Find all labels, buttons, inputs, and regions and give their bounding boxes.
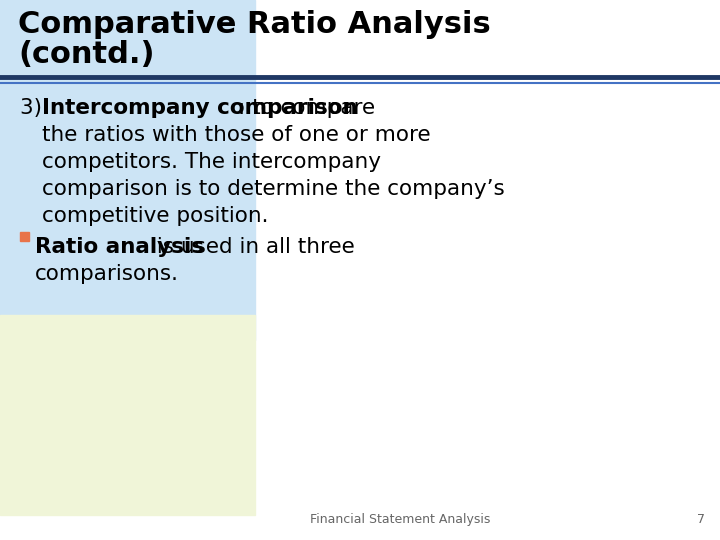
- Text: comparisons.: comparisons.: [35, 264, 179, 284]
- Text: 7: 7: [697, 513, 705, 526]
- Bar: [0, 315, 255, 515]
- Text: Ratio analysis: Ratio analysis: [35, 237, 204, 257]
- Text: Comparative Ratio Analysis: Comparative Ratio Analysis: [18, 10, 491, 39]
- Text: is used in all three: is used in all three: [150, 237, 355, 257]
- Text: competitive position.: competitive position.: [42, 206, 269, 226]
- Text: Intercompany comparison: Intercompany comparison: [42, 98, 358, 118]
- Text: : to compare: : to compare: [238, 98, 375, 118]
- Bar: [20, 232, 29, 241]
- Text: (contd.): (contd.): [18, 40, 155, 69]
- Bar: [0, 0, 255, 340]
- Text: the ratios with those of one or more: the ratios with those of one or more: [42, 125, 431, 145]
- Text: Financial Statement Analysis: Financial Statement Analysis: [310, 513, 490, 526]
- Text: competitors. The intercompany: competitors. The intercompany: [42, 152, 381, 172]
- Text: comparison is to determine the company’s: comparison is to determine the company’s: [42, 179, 505, 199]
- Text: 3): 3): [20, 98, 49, 118]
